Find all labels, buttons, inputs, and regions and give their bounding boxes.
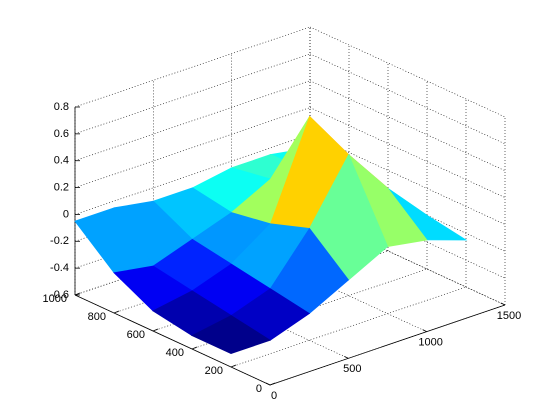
grid-line	[74, 26, 311, 108]
tick-mark	[152, 328, 159, 332]
tick-mark	[500, 302, 506, 306]
z-tick-label: -0.6	[50, 289, 69, 301]
z-tick-label: 0.8	[54, 101, 69, 113]
tick-mark	[230, 364, 237, 368]
tick-mark	[191, 346, 198, 350]
tick-mark	[74, 292, 81, 296]
x-tick-label: 1500	[497, 310, 521, 322]
axis-line	[269, 304, 506, 386]
x-tick-label: 0	[271, 390, 277, 402]
grid-line	[74, 80, 311, 161]
z-tick-label: 0.4	[54, 155, 69, 167]
z-tick-label: -0.4	[50, 262, 69, 274]
y-tick-label: 600	[127, 329, 145, 341]
z-tick-label: -0.2	[50, 235, 69, 247]
axis-line	[74, 294, 271, 386]
y-tick-label: 800	[88, 311, 106, 323]
x-tick-label: 1000	[418, 337, 442, 349]
grid-line	[309, 53, 506, 145]
tick-mark	[422, 329, 427, 333]
tick-mark	[344, 355, 349, 359]
grid-line	[74, 53, 311, 135]
y-tick-label: 200	[205, 365, 223, 377]
y-tick-label: 400	[166, 347, 184, 359]
grid-line	[309, 26, 506, 118]
x-tick-label: 500	[343, 363, 361, 375]
z-tick-label: 0.6	[54, 128, 69, 140]
z-tick-label: 0	[63, 208, 69, 220]
tick-mark	[113, 310, 120, 314]
y-tick-label: 0	[256, 383, 262, 395]
y-tick-label: 1000	[43, 293, 67, 305]
surface-patch	[191, 315, 272, 355]
z-tick-label: 0.2	[54, 181, 69, 193]
